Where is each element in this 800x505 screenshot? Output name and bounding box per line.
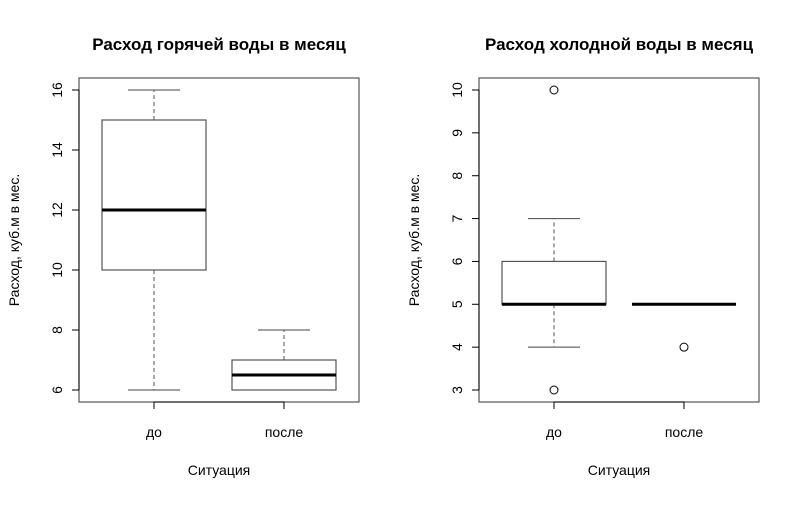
box-после [632, 302, 736, 352]
panel-cold-water: Расход холодной воды в месяц Ситуация Ра… [406, 35, 760, 478]
y-tick-label: 6 [449, 257, 465, 265]
panel-hot-water: Расход горячей воды в месяц Ситуация Рас… [6, 35, 360, 478]
x-tick-label: до [146, 424, 162, 440]
chart-title: Расход холодной воды в месяц [485, 35, 754, 54]
y-tick-label: 12 [49, 202, 65, 218]
x-tick-label: до [546, 424, 562, 440]
y-tick-label: 10 [49, 262, 65, 278]
y-tick-label: 5 [449, 300, 465, 308]
y-axis-label: Расход, куб.м в мес. [406, 174, 422, 306]
box-до [101, 89, 207, 391]
box-после [231, 329, 337, 391]
y-tick-label: 9 [449, 129, 465, 137]
iqr-box [101, 119, 207, 271]
chart-title: Расход горячей воды в месяц [92, 35, 346, 54]
outlier-point [549, 385, 559, 395]
outlier-point [549, 85, 559, 95]
box-до [501, 85, 607, 395]
x-axis-label: Ситуация [588, 462, 651, 478]
x-tick-label: после [665, 424, 704, 440]
x-axis-label: Ситуация [188, 462, 251, 478]
y-tick-label: 3 [449, 386, 465, 394]
y-tick-label: 8 [449, 172, 465, 180]
iqr-box [501, 260, 607, 305]
y-tick-label: 4 [449, 343, 465, 351]
y-axis-label: Расход, куб.м в мес. [6, 174, 22, 306]
y-tick-label: 8 [49, 326, 65, 334]
outlier-point [679, 342, 689, 352]
plot-area: 3 4 5 6 7 8 9 10 до после [449, 77, 760, 440]
x-tick-label: после [265, 424, 304, 440]
y-tick-label: 16 [49, 82, 65, 98]
y-tick-label: 14 [49, 142, 65, 158]
y-tick-label: 10 [449, 82, 465, 98]
plot-frame [478, 77, 760, 403]
y-tick-label: 7 [449, 214, 465, 222]
plot-area: 6 8 10 12 14 16 до после [49, 77, 360, 440]
y-tick-label: 6 [49, 386, 65, 394]
